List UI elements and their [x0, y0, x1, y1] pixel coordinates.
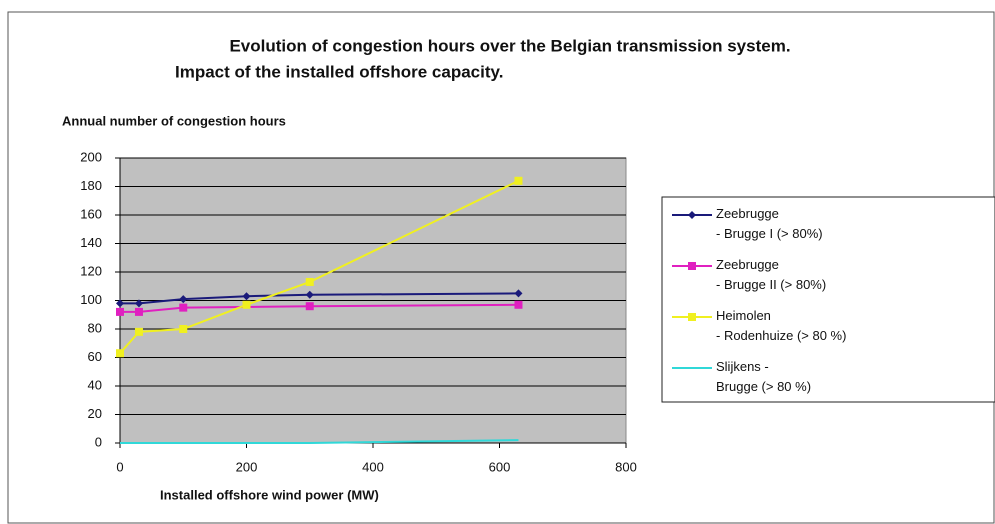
marker — [179, 295, 188, 304]
marker — [514, 289, 523, 298]
marker — [134, 327, 143, 336]
legend-label: Heimolen - Rodenhuize (> 80 %) — [716, 308, 846, 343]
marker — [116, 349, 124, 358]
y-tick-label: 20 — [88, 406, 102, 421]
x-tick-label: 400 — [362, 459, 384, 474]
marker — [179, 325, 188, 333]
marker — [688, 313, 696, 321]
legend-label: Zeebrugge - Brugge I (> 80%) — [716, 206, 823, 241]
marker — [688, 262, 696, 270]
series-line — [120, 439, 519, 444]
marker — [514, 176, 523, 185]
marker — [242, 292, 251, 301]
x-tick-label: 800 — [615, 459, 637, 474]
marker — [305, 277, 314, 286]
chart-subtitle: Impact of the installed offshore capacit… — [175, 62, 503, 81]
y-tick-label: 200 — [80, 149, 102, 164]
legend-label: Slijkens -Brugge (> 80 %) — [716, 359, 811, 394]
x-tick-label: 0 — [116, 459, 123, 474]
legend — [661, 196, 995, 403]
y-tick-label: 0 — [95, 434, 102, 449]
chart-title: Evolution of congestion hours over the B… — [229, 36, 790, 55]
marker — [688, 211, 696, 219]
marker — [305, 290, 314, 299]
marker — [116, 307, 124, 316]
y-tick-label: 120 — [80, 263, 102, 278]
y-tick-label: 160 — [80, 206, 102, 221]
marker — [514, 300, 523, 309]
marker — [305, 302, 314, 311]
marker — [242, 300, 251, 309]
y-tick-label: 80 — [88, 320, 102, 335]
x-tick-label: 200 — [236, 459, 258, 474]
y-axis-label: Annual number of congestion hours — [62, 113, 286, 128]
y-tick-label: 100 — [80, 292, 102, 307]
y-tick-label: 40 — [88, 377, 102, 392]
y-tick-label: 140 — [80, 235, 102, 250]
y-tick-label: 60 — [88, 349, 102, 364]
marker — [116, 299, 124, 308]
x-axis-label: Installed offshore wind power (MW) — [160, 487, 379, 502]
legend-label: Zeebrugge - Brugge II (> 80%) — [716, 257, 826, 292]
marker — [134, 299, 143, 308]
marker — [179, 303, 188, 312]
y-tick-label: 180 — [80, 178, 102, 193]
x-tick-label: 600 — [489, 459, 511, 474]
marker — [134, 307, 143, 316]
